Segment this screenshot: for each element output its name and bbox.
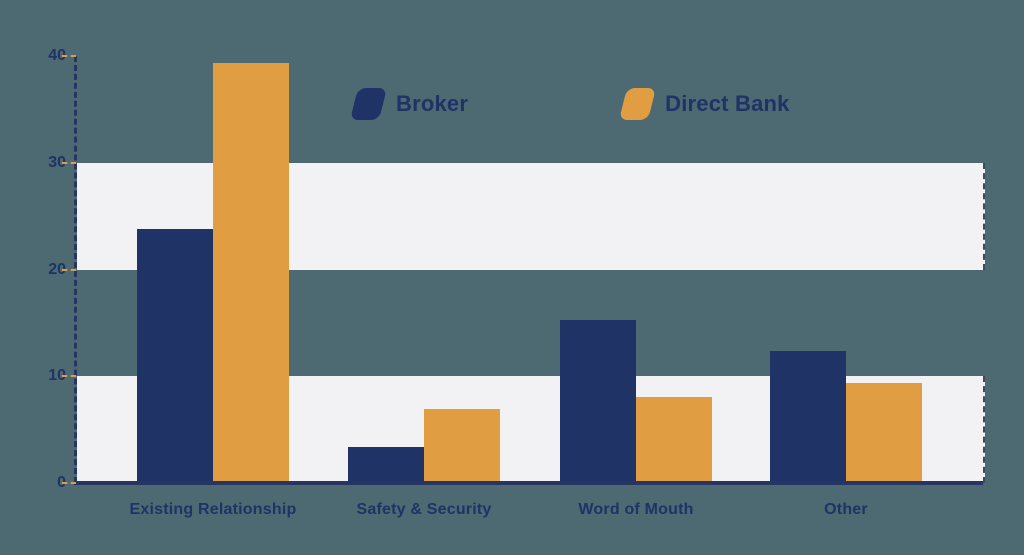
x-axis-label: Word of Mouth <box>578 501 694 518</box>
y-tick-mark <box>62 55 76 57</box>
y-tick-label: 20 <box>48 260 66 278</box>
y-tick-label: 0 <box>57 474 66 491</box>
bar-broker-3 <box>770 350 846 483</box>
bar-broker-2 <box>560 319 636 483</box>
y-tick-mark <box>62 375 76 378</box>
y-tick-label: 40 <box>48 47 66 64</box>
direct-bank-swatch-icon <box>619 88 657 120</box>
bar-direct-bank-1 <box>424 409 500 483</box>
y-tick-label: 10 <box>48 367 66 385</box>
legend-item-direct-bank: Direct Bank <box>617 88 789 120</box>
bar-direct-bank-2 <box>636 396 712 483</box>
bar-broker-1 <box>348 446 424 483</box>
bar-direct-bank-3 <box>846 382 922 483</box>
x-axis-label: Safety & Security <box>356 501 492 518</box>
legend-item-broker: Broker <box>348 88 468 120</box>
chart-legend: Broker Direct Bank <box>348 88 790 120</box>
bar-direct-bank-0 <box>213 63 289 483</box>
y-tick-mark <box>62 161 76 164</box>
x-axis-line <box>74 481 983 485</box>
bar-broker-0 <box>137 228 213 483</box>
legend-label-direct-bank: Direct Bank <box>665 91 790 116</box>
y-tick-mark <box>62 268 76 271</box>
y-tick-mark <box>62 482 76 484</box>
y-tick-label: 30 <box>48 153 66 171</box>
x-axis-label: Other <box>824 501 868 518</box>
legend-label-broker: Broker <box>396 91 469 116</box>
broker-swatch-icon <box>350 88 387 120</box>
x-axis-label: Existing Relationship <box>129 501 297 518</box>
